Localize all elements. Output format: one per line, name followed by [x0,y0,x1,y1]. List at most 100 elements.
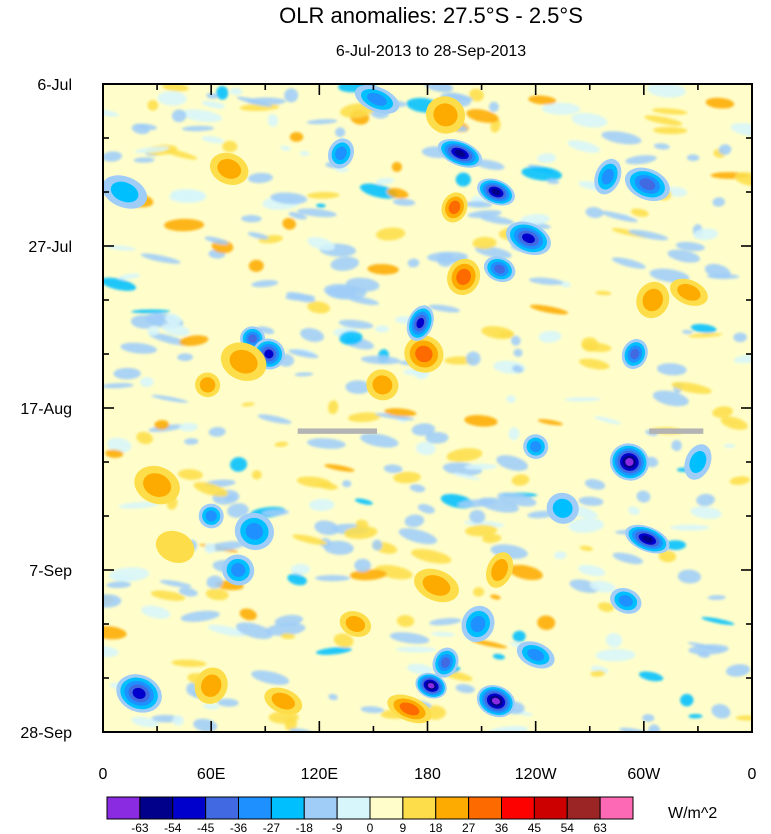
texture-blob [681,330,694,334]
texture-blob [113,367,141,380]
feature-contour [200,674,222,697]
x-tick-label: 60W [627,766,661,783]
texture-blob [651,108,688,115]
texture-blob [159,579,192,588]
texture-blob [292,534,328,545]
texture-blob [374,325,390,333]
texture-blob [152,313,165,326]
anomaly-feature [624,167,670,202]
texture-blob [179,335,209,346]
x-tick-label: 0 [748,766,757,783]
texture-blob [349,569,387,581]
colorbar-label: 36 [495,821,509,834]
feature-contour [422,575,451,596]
texture-blob [328,693,338,701]
colorbar-swatch [468,796,502,820]
feature-contour [205,510,217,522]
texture-blob [585,207,604,218]
colorbar-swatch [139,796,174,820]
texture-blob [206,92,218,99]
texture-blob [384,408,417,417]
anomaly-feature [437,139,483,168]
anomaly-feature [432,647,459,678]
texture-blob [323,540,354,555]
texture-blob [735,715,752,721]
texture-blob [204,543,216,554]
texture-blob [395,646,437,653]
plot-area [103,84,752,732]
texture-blob [482,533,502,544]
texture-blob [247,172,273,184]
feature-contour [470,615,486,633]
texture-blob [734,172,752,187]
texture-blob [508,427,520,441]
texture-blob [103,626,127,640]
feature-contour [245,523,264,540]
texture-blob [446,448,483,462]
texture-blob [730,122,752,137]
colorbar-swatch [303,796,338,820]
texture-blob [227,503,249,518]
texture-blob [578,496,604,506]
texture-blob [506,395,516,403]
texture-blob [171,109,187,123]
colorbar-swatch [402,796,437,820]
colorbar-swatch [336,796,371,820]
texture-blob [141,605,171,619]
texture-blob [150,590,186,601]
texture-blob [251,670,290,685]
texture-blob [464,415,498,427]
anomaly-feature [103,175,148,209]
texture-blob [205,541,246,552]
colorbar-swatch [599,796,634,820]
texture-blob [342,480,352,488]
texture-blob [307,236,335,251]
texture-blob [538,330,562,343]
texture-blob [725,664,751,677]
anomaly-feature [621,338,648,370]
texture-blob [223,494,238,502]
texture-blob [241,215,262,223]
colorbar-swatch [566,796,601,820]
texture-blob [705,97,735,109]
texture-blob [354,558,371,572]
texture-blob [465,524,498,537]
texture-blob [584,479,606,490]
colorbar-label: -9 [332,821,343,834]
texture-blob [428,304,461,313]
colorbar-swatch [205,796,239,820]
texture-blob [131,309,171,314]
texture-blob [671,440,682,451]
y-tick-label: 27-Jul [28,239,72,256]
x-axis: 0 60E 120E 180 120W 60W 0 [99,84,757,783]
texture-blob [359,183,398,199]
texture-blob [328,400,339,415]
anomaly-feature [414,568,459,603]
texture-blob [720,416,748,430]
missing-data-bar [297,428,378,434]
texture-blob [581,337,599,352]
texture-blob [148,332,188,346]
texture-blob [130,315,158,329]
texture-blob [118,273,140,280]
texture-blob [496,455,528,471]
texture-blob [429,618,462,626]
texture-blob [603,475,616,482]
colorbar-label: 0 [367,821,374,834]
texture-blob [229,87,243,96]
texture-blob [589,580,616,593]
texture-blob [690,506,722,519]
texture-blob [171,659,207,667]
x-tick-label: 60E [197,766,225,783]
texture-blob [375,177,395,185]
texture-blob [670,524,710,531]
texture-blob [131,123,150,135]
texture-blob [595,290,612,296]
texture-blob [204,236,229,245]
x-tick-label: 180 [414,766,441,783]
texture-blob [300,328,324,342]
texture-blob [605,633,623,648]
anomaly-feature [486,552,514,588]
x-tick-label: 120E [301,766,338,783]
texture-blob [239,608,257,621]
